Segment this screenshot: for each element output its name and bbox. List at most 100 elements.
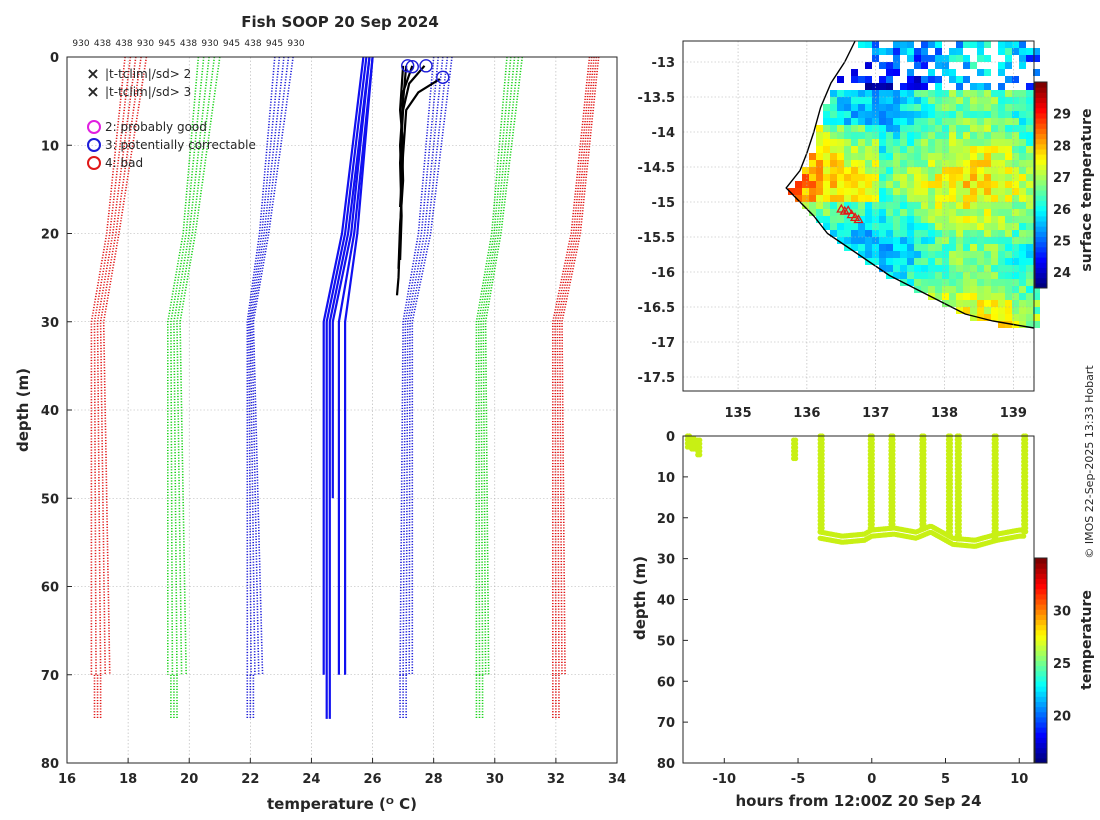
sst-cell [921,55,928,62]
sst-cell [998,90,1005,97]
sst-cell [837,139,844,146]
sst-cell [830,230,837,237]
sst-cell [1019,195,1026,202]
sst-cell [907,167,914,174]
colorbar-tick-label: 30 [1053,605,1071,620]
sst-cell [942,286,949,293]
sst-cell [970,160,977,167]
mean-profile-line [344,56,374,675]
climatology-line [90,56,126,675]
ts-point [697,452,703,458]
sst-cell [921,286,928,293]
sst-cell [837,153,844,160]
sst-cell [900,153,907,160]
colorbar-step [1035,640,1047,646]
sst-cell [816,132,823,139]
sst-cell [935,258,942,265]
sst-cell [907,237,914,244]
sst-cell [991,195,998,202]
colorbar-step [1035,179,1047,186]
sst-colorbar: 24 25 26 27 28 29 [1034,81,1071,289]
sst-cell [830,125,837,132]
colorbar-step [1035,112,1047,119]
sst-cell [956,146,963,153]
sst-cell [858,153,865,160]
colorbar-step [1035,267,1047,274]
sst-cell [865,118,872,125]
sst-cell [851,209,858,216]
ts-x-axis-label: hours from 12:00Z 20 Sep 24 [735,792,981,810]
sst-cell [837,230,844,237]
sst-cell [816,216,823,223]
sst-cell [837,76,844,83]
climatology-line [252,56,294,675]
sst-cell [1012,97,1019,104]
colorbar-step [1035,97,1047,104]
sst-cell [914,181,921,188]
sst-cell [907,195,914,202]
sst-cell [900,209,907,216]
sst-cell [928,202,935,209]
sst-cell [879,195,886,202]
sst-cell [886,195,893,202]
sst-cell [879,76,886,83]
sst-cell [1005,244,1012,251]
sst-cell [963,293,970,300]
sst-cell [928,41,935,48]
sst-cell [963,300,970,307]
sst-cell [928,132,935,139]
sst-cell [963,41,970,48]
sst-cell [921,174,928,181]
sst-cell [963,279,970,286]
sst-cell [886,265,893,272]
sst-cell [921,48,928,55]
top-label: 438 [180,39,197,49]
sst-cell [844,132,851,139]
sst-cell [900,83,907,90]
sst-cell [1026,118,1033,125]
sst-cell [956,223,963,230]
climatology-line [402,56,439,675]
sst-cell [956,153,963,160]
climatology-line [551,56,591,675]
sst-cell [984,167,991,174]
sst-cell [949,202,956,209]
sst-cell [963,139,970,146]
sst-cell [998,125,1005,132]
sst-cell [1019,321,1026,328]
sst-cell [998,104,1005,111]
sst-cell [865,90,872,97]
sst-cell [984,279,991,286]
map-lat-label: -14.5 [638,161,675,176]
sst-cell [977,118,984,125]
sst-cell [984,146,991,153]
sst-cell [1019,167,1026,174]
sst-cell [893,111,900,118]
colorbar-step [1035,696,1047,702]
sst-cell [977,174,984,181]
sst-cell [956,251,963,258]
sst-cell [1019,153,1026,160]
y-tick-label: 60 [41,581,59,596]
sst-cell [991,230,998,237]
sst-cell [998,223,1005,230]
sst-cell [970,251,977,258]
sst-cell [921,195,928,202]
legend-label: |t-tclim|/sd> 3 [105,85,191,99]
sst-cell [865,237,872,244]
sst-cell [949,160,956,167]
sst-cell [893,69,900,76]
sst-cell [984,258,991,265]
sst-cell [977,160,984,167]
sst-cell [837,181,844,188]
sst-cell [949,174,956,181]
sst-cell [998,111,1005,118]
ts-x-tick-label: 5 [941,772,950,787]
sst-cell [1005,125,1012,132]
sst-cell [970,181,977,188]
sst-cell [858,118,865,125]
sst-cell [858,202,865,209]
sst-cell [935,125,942,132]
colorbar-step [1035,205,1047,212]
top-label: 438 [244,39,261,49]
